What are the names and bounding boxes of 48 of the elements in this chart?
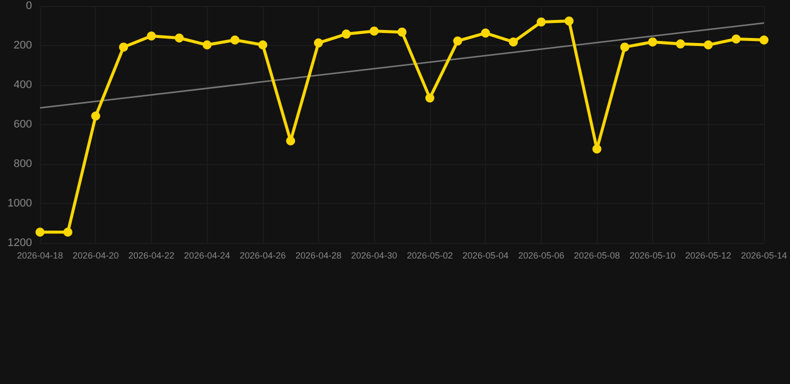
point	[370, 26, 379, 36]
y-tick-label: 1000	[8, 198, 32, 210]
point	[119, 42, 128, 52]
y-tick-label: 400	[14, 79, 32, 91]
point	[732, 34, 741, 44]
point	[398, 28, 406, 37]
point	[91, 112, 100, 121]
x-tick-label: 2026-04-30	[351, 250, 398, 260]
x-tick-label: 2026-04-18	[16, 250, 64, 260]
y-tick-label: 600	[14, 118, 32, 130]
point	[759, 35, 768, 44]
x-tick-label: 2026-04-22	[128, 250, 174, 260]
point	[481, 28, 490, 38]
x-tick-label: 2026-05-02	[406, 250, 453, 260]
point	[425, 94, 434, 103]
point	[453, 36, 462, 46]
point	[564, 16, 574, 26]
point	[648, 37, 658, 46]
x-tick-label: 2026-04-24	[184, 250, 230, 260]
y-tick-label: 0	[26, 0, 32, 12]
point	[676, 39, 685, 48]
x-tick-label: 2026-05-06	[518, 250, 564, 260]
point	[146, 32, 156, 41]
x-tick-label: 2026-04-26	[240, 250, 286, 260]
point	[620, 42, 630, 52]
point	[592, 144, 602, 154]
point	[508, 37, 518, 46]
point	[63, 228, 72, 237]
x-tick-label: 2026-05-04	[462, 250, 509, 260]
point	[314, 38, 323, 48]
x-tick-label: 2026-05-12	[685, 250, 732, 260]
x-tick-label: 2026-04-20	[72, 250, 119, 260]
x-tick-label: 2026-05-08	[574, 250, 620, 260]
point	[36, 228, 44, 237]
point	[258, 40, 268, 50]
x-tick-label: 2026-04-28	[295, 250, 342, 260]
point	[202, 40, 212, 50]
point	[286, 136, 296, 146]
point	[342, 30, 351, 39]
x-tick-label: 2026-05-14	[740, 250, 788, 260]
y-tick-label: 800	[14, 158, 32, 170]
point	[230, 35, 240, 44]
y-tick-label: 200	[14, 40, 32, 52]
x-tick-label: 2026-05-10	[630, 250, 676, 260]
point	[174, 33, 184, 42]
point	[536, 18, 546, 26]
point	[704, 40, 713, 50]
y-tick-label: 1200	[8, 237, 32, 249]
